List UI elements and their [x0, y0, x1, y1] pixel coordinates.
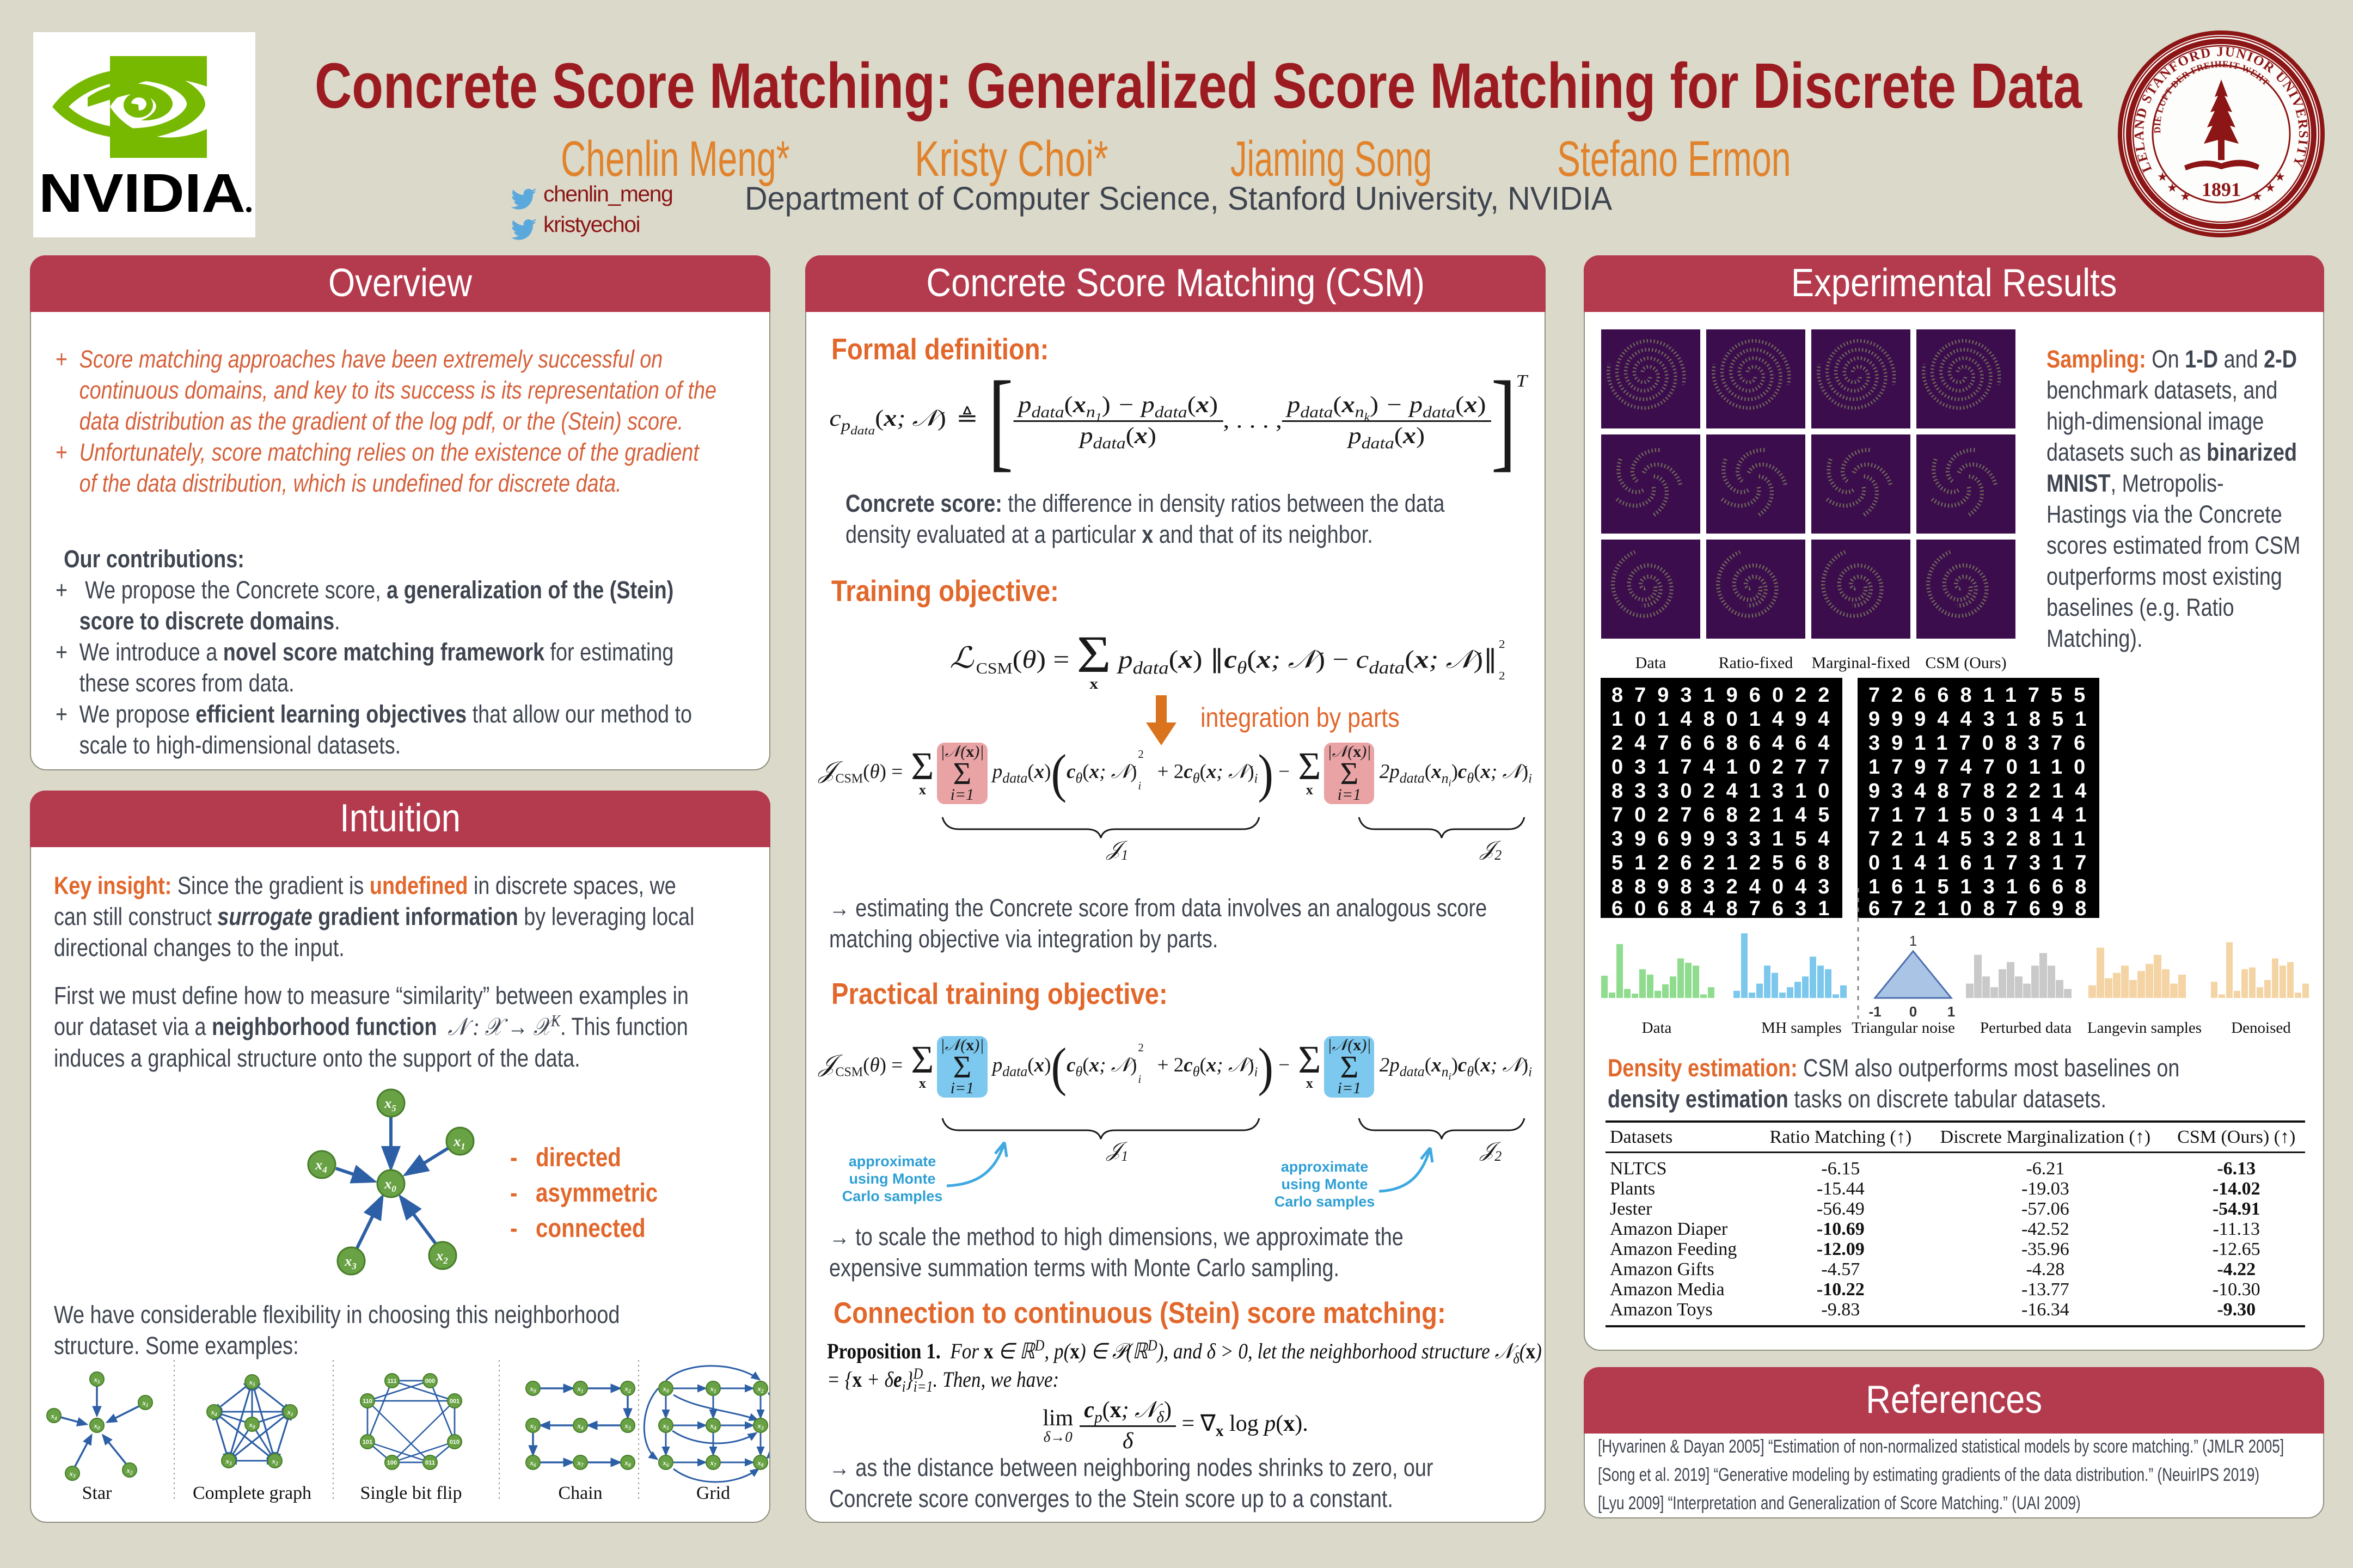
svg-text:010: 010 [450, 1439, 459, 1445]
svg-text:000: 000 [425, 1378, 435, 1385]
svg-text:Star: Star [82, 1483, 112, 1503]
svg-text:1: 1 [1947, 1003, 1955, 1020]
svg-text:Complete graph: Complete graph [193, 1483, 311, 1503]
svg-text:7214532811: 7214532811 [1868, 828, 2097, 850]
svg-text:1014801494: 1014801494 [1611, 708, 1841, 731]
svg-text:7027682145: 7027682145 [1611, 804, 1841, 826]
svg-text:★: ★ [2265, 181, 2276, 194]
svg-text:0: 0 [1909, 1003, 1917, 1020]
svg-text:100: 100 [387, 1460, 397, 1466]
svg-text:★: ★ [2252, 189, 2263, 203]
svg-text:1: 1 [1909, 933, 1917, 949]
svg-text:1891: 1891 [2202, 179, 2241, 200]
svg-text:011: 011 [425, 1460, 435, 1466]
svg-text:110: 110 [363, 1398, 372, 1405]
svg-text:Marginal-fixed: Marginal-fixed [1811, 654, 1910, 672]
svg-text:7171503141: 7171503141 [1868, 804, 2098, 826]
svg-text:chenlin_meng: chenlin_meng [543, 182, 672, 206]
svg-text:Data: Data [1635, 654, 1666, 672]
svg-text:Carlo samples: Carlo samples [1274, 1193, 1375, 1210]
svg-text:MH samples: MH samples [1761, 1019, 1841, 1037]
svg-text:-1: -1 [1868, 1003, 1881, 1020]
svg-text:Langevin samples: Langevin samples [2087, 1019, 2202, 1037]
svg-text:★: ★ [2167, 181, 2178, 194]
svg-text:NVIDIA: NVIDIA [39, 163, 246, 224]
svg-text:Perturbed data: Perturbed data [1980, 1019, 2072, 1037]
svg-text:Carlo samples: Carlo samples [842, 1188, 943, 1204]
svg-text:★: ★ [2275, 170, 2285, 183]
svg-text:6068487631: 6068487631 [1611, 897, 1841, 918]
svg-text:Triangular noise: Triangular noise [1852, 1019, 1955, 1037]
svg-text:101: 101 [363, 1439, 372, 1445]
svg-text:9348782214: 9348782214 [1868, 780, 2098, 803]
svg-text:2476686464: 2476686464 [1611, 732, 1841, 755]
svg-text:𝒥1: 𝒥1 [1106, 837, 1128, 862]
svg-text:7266811755: 7266811755 [1868, 684, 2097, 707]
svg-text:𝒥2: 𝒥2 [1479, 1138, 1502, 1164]
svg-text:1797470110: 1797470110 [1868, 756, 2097, 779]
svg-text:0317410277: 0317410277 [1611, 756, 1841, 779]
svg-text:using Monte: using Monte [849, 1171, 936, 1187]
svg-text:Denoised: Denoised [2231, 1019, 2291, 1037]
svg-text:Chain: Chain [558, 1483, 602, 1503]
svg-text:𝒥2: 𝒥2 [1479, 837, 1502, 862]
svg-text:1615131668: 1615131668 [1868, 875, 2098, 898]
svg-text:6721087698: 6721087698 [1868, 897, 2098, 918]
svg-text:9994431851: 9994431851 [1868, 708, 2098, 731]
svg-text:111: 111 [387, 1378, 396, 1385]
svg-text:0141617317: 0141617317 [1868, 852, 2098, 874]
svg-text:𝒥1: 𝒥1 [1106, 1138, 1128, 1164]
svg-text:001: 001 [450, 1398, 459, 1405]
svg-text:Data: Data [1642, 1019, 1672, 1037]
svg-text:approximate: approximate [1281, 1159, 1369, 1175]
svg-text:3969933154: 3969933154 [1611, 828, 1841, 850]
svg-text:Grid: Grid [696, 1483, 730, 1503]
svg-text:8898324043: 8898324043 [1611, 875, 1841, 898]
svg-text:8793196022: 8793196022 [1611, 684, 1841, 707]
svg-text:★: ★ [2180, 189, 2191, 203]
svg-text:Ratio-fixed: Ratio-fixed [1719, 654, 1793, 672]
svg-text:Single bit flip: Single bit flip [360, 1483, 462, 1503]
svg-text:kristyechoi: kristyechoi [543, 212, 640, 237]
svg-text:8330241310: 8330241310 [1611, 780, 1841, 803]
svg-text:5126212568: 5126212568 [1611, 852, 1841, 874]
svg-text:CSM (Ours): CSM (Ours) [1925, 654, 2006, 672]
svg-text:★: ★ [2157, 170, 2168, 183]
svg-text:3911708376: 3911708376 [1868, 732, 2097, 755]
svg-text:using Monte: using Monte [1282, 1176, 1368, 1192]
svg-text:approximate: approximate [849, 1153, 936, 1169]
